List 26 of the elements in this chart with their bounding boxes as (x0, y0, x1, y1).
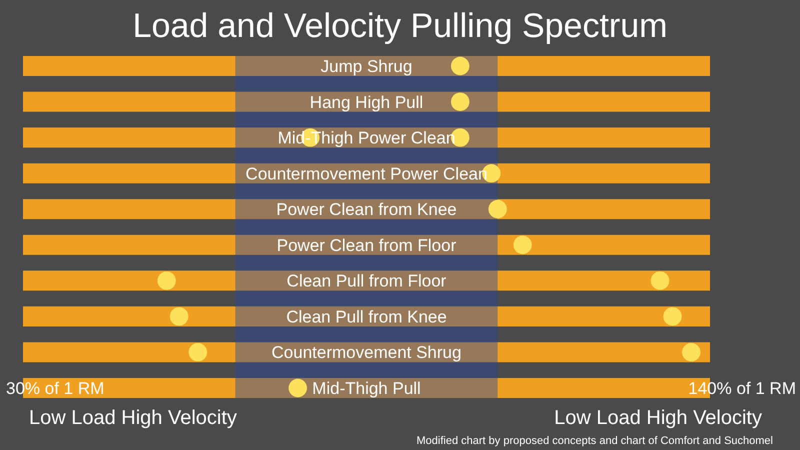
y-tick-label: Mid-Thigh Pull (312, 378, 421, 398)
y-tick-label: Clean Pull from Floor (286, 272, 447, 291)
y-tick-label: Countermovement Shrug (272, 343, 462, 362)
point (650, 271, 670, 290)
y-tick-label: Power Clean from Floor (276, 236, 457, 255)
y-tick-label: Jump Shrug (320, 57, 412, 76)
point (288, 378, 308, 398)
text: Low Load High Velocity (29, 407, 237, 429)
point (170, 307, 188, 326)
point (682, 343, 700, 362)
point (663, 307, 682, 326)
x-tick-label: 30% (6, 378, 40, 398)
point (188, 343, 208, 362)
chart-title: Load and Velocity Pulling Spectrum (132, 7, 668, 45)
point (450, 56, 470, 76)
y-tick-label: Clean Pull from Knee (286, 307, 447, 326)
y-tick-label: Power Clean from Knee (276, 200, 457, 220)
text: Modified chart by proposed concepts and chart of Comfort and Suchomel (416, 435, 773, 447)
point (450, 92, 470, 111)
point (513, 236, 532, 254)
point (488, 200, 507, 218)
point (157, 271, 176, 290)
annotation: of 1 RM (44, 378, 104, 398)
y-tick-label: Hang High Pull (310, 92, 424, 112)
text: Low Load High Velocity (554, 407, 762, 429)
text: of 1 RM (736, 378, 796, 398)
